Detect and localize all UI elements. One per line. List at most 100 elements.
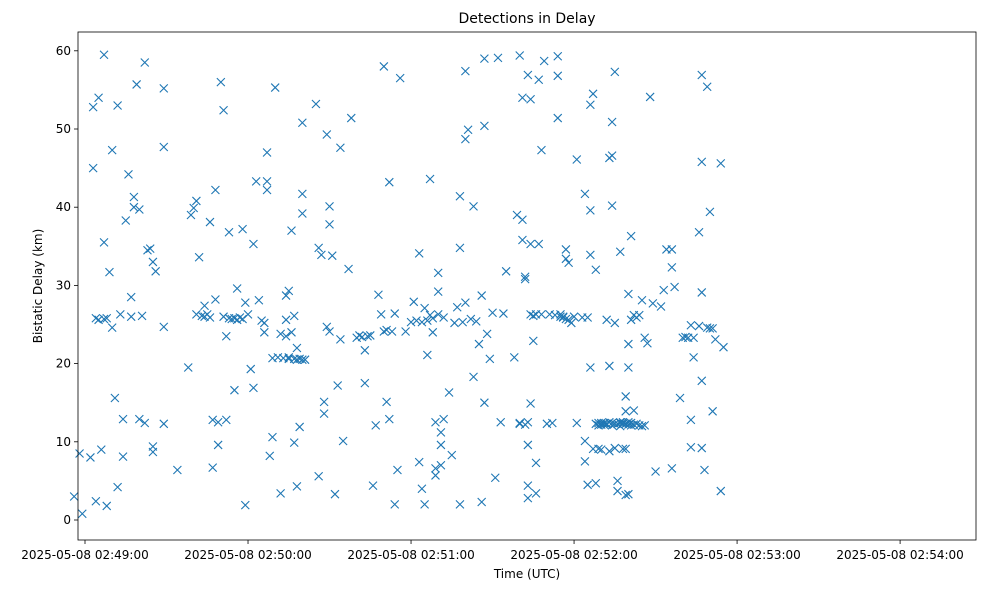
data-point <box>607 117 617 127</box>
data-point <box>102 501 112 511</box>
data-point <box>488 308 497 318</box>
data-point <box>534 239 544 249</box>
data-point <box>621 490 631 500</box>
y-axis-label: Bistatic Delay (km) <box>31 229 45 344</box>
data-point <box>553 71 563 81</box>
data-point <box>371 420 381 430</box>
data-point <box>561 314 571 324</box>
data-point <box>460 134 470 144</box>
data-point <box>140 58 150 67</box>
data-point <box>509 352 519 362</box>
data-point <box>240 500 250 510</box>
data-point <box>547 418 557 428</box>
data-point <box>613 476 622 486</box>
data-point <box>591 478 601 488</box>
data-point <box>433 268 443 278</box>
data-point <box>384 177 394 187</box>
data-point <box>105 267 114 277</box>
data-point <box>327 251 337 261</box>
data-point <box>697 70 707 80</box>
x-axis: 2025-05-08 02:49:00 2025-05-08 02:50:00 20… <box>21 540 964 562</box>
data-point <box>295 422 305 432</box>
data-point <box>360 378 370 388</box>
data-point <box>480 398 489 408</box>
data-point <box>159 142 169 152</box>
data-point <box>518 235 527 245</box>
data-point <box>615 417 625 427</box>
data-point <box>645 92 655 102</box>
data-point <box>436 428 446 437</box>
data-point <box>183 363 193 372</box>
data-point <box>534 75 544 85</box>
data-point <box>336 143 345 153</box>
data-point <box>640 420 650 430</box>
data-point <box>531 489 541 498</box>
data-point <box>700 465 709 475</box>
data-point <box>200 301 209 311</box>
data-point <box>471 316 481 326</box>
data-point <box>667 463 677 473</box>
data-point <box>393 465 402 475</box>
data-point <box>469 372 478 382</box>
data-point <box>618 444 628 454</box>
x-tick-label: 2025-05-08 02:50:00 <box>184 548 311 562</box>
data-point <box>561 245 571 254</box>
axes-frame <box>77 31 977 541</box>
data-point <box>284 352 294 362</box>
data-point <box>69 492 79 501</box>
chart-title: Detections in Delay <box>458 11 595 27</box>
data-point <box>192 309 201 319</box>
data-point <box>686 320 696 330</box>
data-point <box>580 189 590 199</box>
data-point <box>572 418 582 428</box>
data-point <box>412 316 421 325</box>
data-point <box>515 51 525 60</box>
data-point <box>604 361 614 371</box>
data-point <box>126 292 136 302</box>
data-point <box>493 53 503 63</box>
data-point <box>686 442 696 452</box>
data-point <box>531 458 541 468</box>
data-point <box>463 125 473 135</box>
data-point <box>436 460 446 470</box>
data-point <box>485 354 495 364</box>
data-point <box>624 339 633 349</box>
data-point <box>610 443 620 453</box>
data-point <box>159 322 169 332</box>
data-point <box>330 489 340 499</box>
data-point <box>607 151 617 160</box>
data-point <box>689 333 698 343</box>
data-point <box>523 417 533 427</box>
data-point <box>300 355 310 365</box>
data-point <box>420 499 430 509</box>
data-point <box>259 327 269 337</box>
data-point <box>708 324 718 333</box>
data-point <box>708 406 718 416</box>
data-point <box>292 343 302 353</box>
data-point <box>624 489 633 499</box>
data-point <box>431 471 440 480</box>
data-point <box>107 145 117 155</box>
data-point <box>499 309 508 318</box>
data-point <box>632 419 641 429</box>
data-point <box>460 66 470 76</box>
data-point <box>390 499 400 509</box>
y-tick-label: 0 <box>63 513 71 527</box>
data-point <box>455 243 465 253</box>
data-point <box>365 331 375 340</box>
data-point <box>292 481 302 491</box>
y-tick-label: 60 <box>56 44 71 58</box>
data-point <box>126 312 136 322</box>
data-point <box>88 163 98 173</box>
data-point <box>648 298 658 308</box>
data-point <box>140 418 150 428</box>
data-point <box>626 420 636 430</box>
data-point <box>88 102 98 112</box>
data-point <box>520 272 530 282</box>
x-tick-label: 2025-05-08 02:49:00 <box>21 548 148 562</box>
data-point <box>254 295 264 305</box>
data-point <box>336 334 345 344</box>
data-point <box>262 177 272 186</box>
data-point <box>281 291 291 300</box>
